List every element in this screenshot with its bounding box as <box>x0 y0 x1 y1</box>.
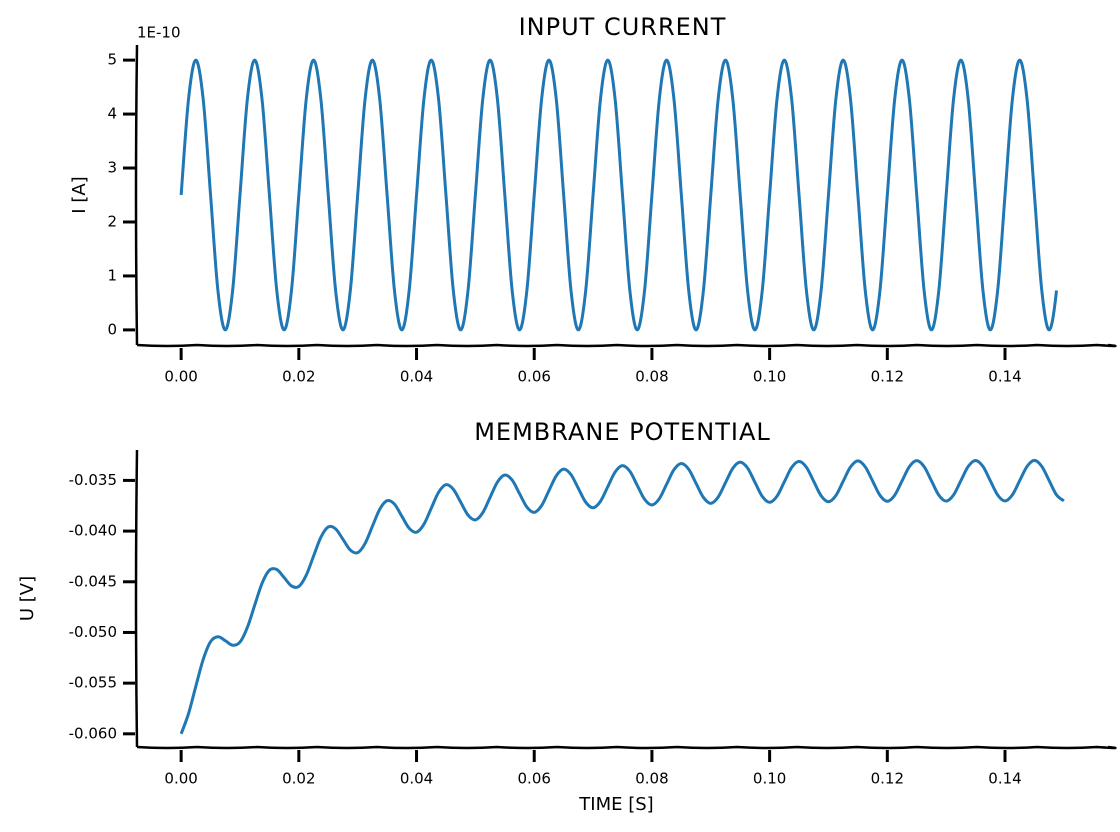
x-tick-label: 0.06 <box>518 368 551 386</box>
data-line <box>179 458 1065 735</box>
y-tick-label: 5 <box>107 51 117 69</box>
y-axis-label: U [V] <box>17 576 38 621</box>
y-tick-label: -0.050 <box>69 623 117 641</box>
x-tick-label: 0.00 <box>164 770 197 788</box>
x-axis-spine <box>136 745 1117 750</box>
x-tick-label: 0.10 <box>753 368 786 386</box>
x-tick-label: 0.00 <box>164 368 197 386</box>
y-tick-label: -0.035 <box>69 471 117 489</box>
y-axis-spine <box>134 44 139 346</box>
x-tick-label: 0.12 <box>871 368 904 386</box>
y-tick-label: -0.055 <box>69 674 117 692</box>
x-axis-spine <box>136 343 1117 348</box>
y-axis-spine <box>134 449 139 748</box>
x-tick-label: 0.12 <box>871 770 904 788</box>
y-tick-label: -0.040 <box>69 522 117 540</box>
x-tick-label: 0.06 <box>518 770 551 788</box>
data-line <box>179 58 1059 332</box>
x-tick-label: 0.04 <box>400 368 433 386</box>
chart-title: INPUT CURRENT <box>519 13 727 41</box>
y-tick-label: 1 <box>107 266 117 284</box>
y-tick-label: 2 <box>107 212 117 230</box>
x-tick-label: 0.04 <box>400 770 433 788</box>
x-tick-label: 0.08 <box>635 770 668 788</box>
y-tick-label: 4 <box>107 105 117 123</box>
x-axis-label: TIME [S] <box>578 794 653 815</box>
y-tick-label: 0 <box>107 320 117 338</box>
x-tick-label: 0.02 <box>282 770 315 788</box>
y-offset-label: 1E-10 <box>137 24 181 42</box>
y-axis-label: I [A] <box>69 176 90 213</box>
y-tick-label: -0.045 <box>69 572 117 590</box>
x-tick-label: 0.08 <box>635 368 668 386</box>
y-tick-label: -0.060 <box>69 724 117 742</box>
x-tick-label: 0.02 <box>282 368 315 386</box>
x-tick-label: 0.10 <box>753 770 786 788</box>
chart-title: MEMBRANE POTENTIAL <box>474 418 771 446</box>
x-tick-label: 0.14 <box>988 368 1021 386</box>
y-tick-label: 3 <box>107 159 117 177</box>
x-tick-label: 0.14 <box>988 770 1021 788</box>
